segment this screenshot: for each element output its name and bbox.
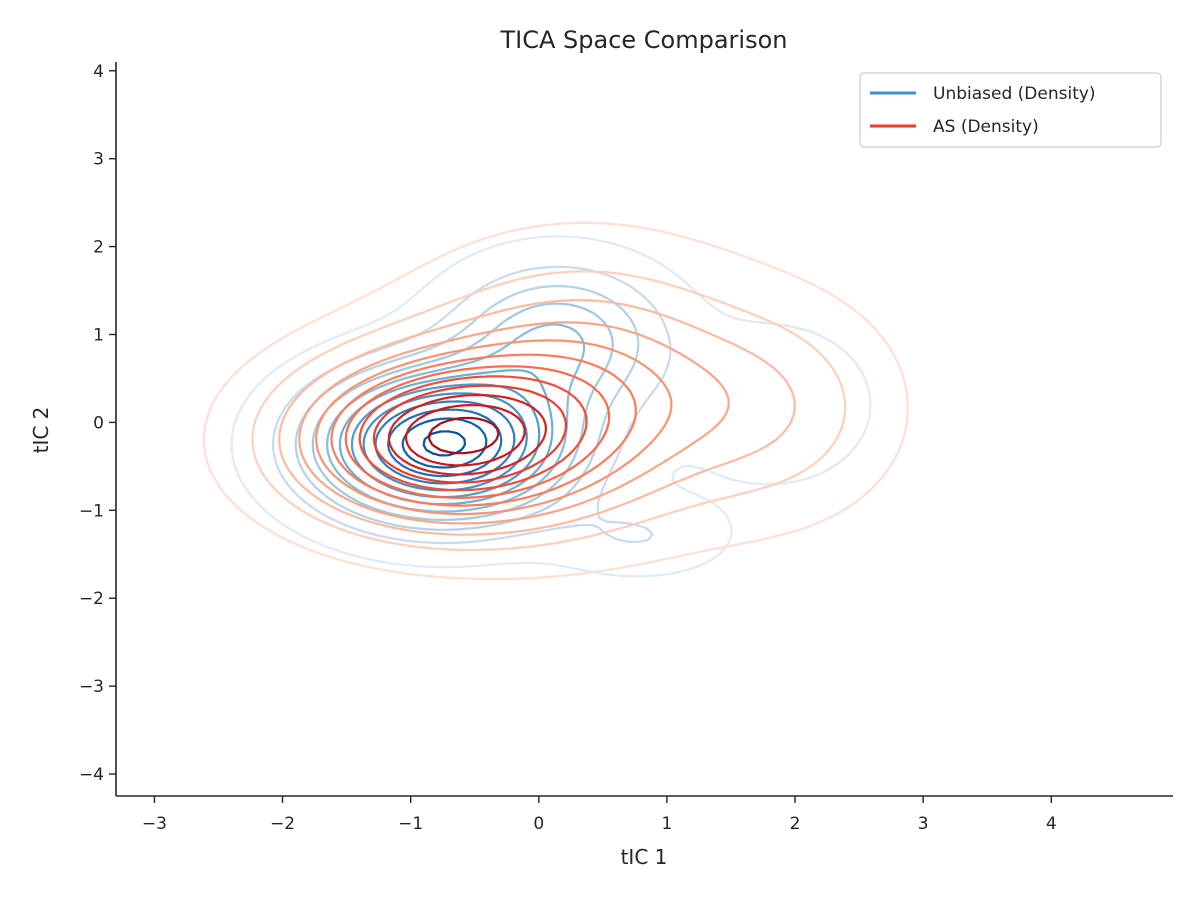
- contour-level-line: [230, 235, 872, 578]
- y-tick-label: −3: [79, 677, 104, 697]
- x-tick-label: 1: [662, 814, 673, 834]
- x-tick-label: −3: [142, 814, 167, 834]
- contour-series-unbiased: [230, 235, 872, 578]
- contour-level-line: [202, 221, 909, 581]
- y-tick-label: 0: [93, 413, 104, 433]
- contour-level-line: [362, 392, 528, 492]
- x-tick-label: −1: [398, 814, 423, 834]
- contour-level-line: [387, 393, 548, 476]
- contour-layer: [202, 221, 909, 581]
- contour-series-as: [202, 221, 909, 581]
- y-tick-label: 4: [93, 62, 104, 82]
- contour-level-line: [405, 404, 526, 467]
- y-tick-label: −1: [79, 501, 104, 521]
- contour-level-line: [330, 353, 637, 507]
- legend-label: AS (Density): [933, 117, 1039, 137]
- contour-level-line: [315, 339, 673, 516]
- x-axis-label: tIC 1: [621, 845, 668, 869]
- contour-level-line: [344, 365, 611, 499]
- y-tick-label: 2: [93, 238, 104, 258]
- chart-title: TICA Space Comparison: [499, 26, 787, 54]
- x-tick-label: 3: [918, 814, 929, 834]
- y-tick-label: 3: [93, 150, 104, 170]
- contour-level-line: [278, 299, 796, 536]
- contour-level-line: [251, 270, 847, 552]
- contour-level-line: [358, 375, 588, 492]
- legend: Unbiased (Density) AS (Density): [859, 72, 1162, 148]
- contour-level-line: [372, 384, 568, 484]
- tick-layer: −3 −2 −1 0 1 2 3 4 −4 −3 −2 −1 0 1 2 3 4: [79, 62, 1057, 834]
- contour-level-line: [271, 265, 672, 545]
- x-tick-label: 2: [790, 814, 801, 834]
- y-tick-label: −4: [79, 765, 104, 785]
- x-tick-label: −2: [270, 814, 295, 834]
- contour-level-line: [298, 321, 730, 525]
- legend-box: [859, 72, 1162, 148]
- y-tick-label: 1: [93, 326, 104, 346]
- axes: [115, 62, 1173, 797]
- legend-label: Unbiased (Density): [933, 84, 1096, 104]
- x-tick-label: 0: [533, 814, 544, 834]
- y-axis-label: tIC 2: [29, 407, 53, 454]
- x-tick-label: 4: [1046, 814, 1057, 834]
- y-tick-label: −2: [79, 589, 104, 609]
- contour-level-line: [428, 416, 500, 455]
